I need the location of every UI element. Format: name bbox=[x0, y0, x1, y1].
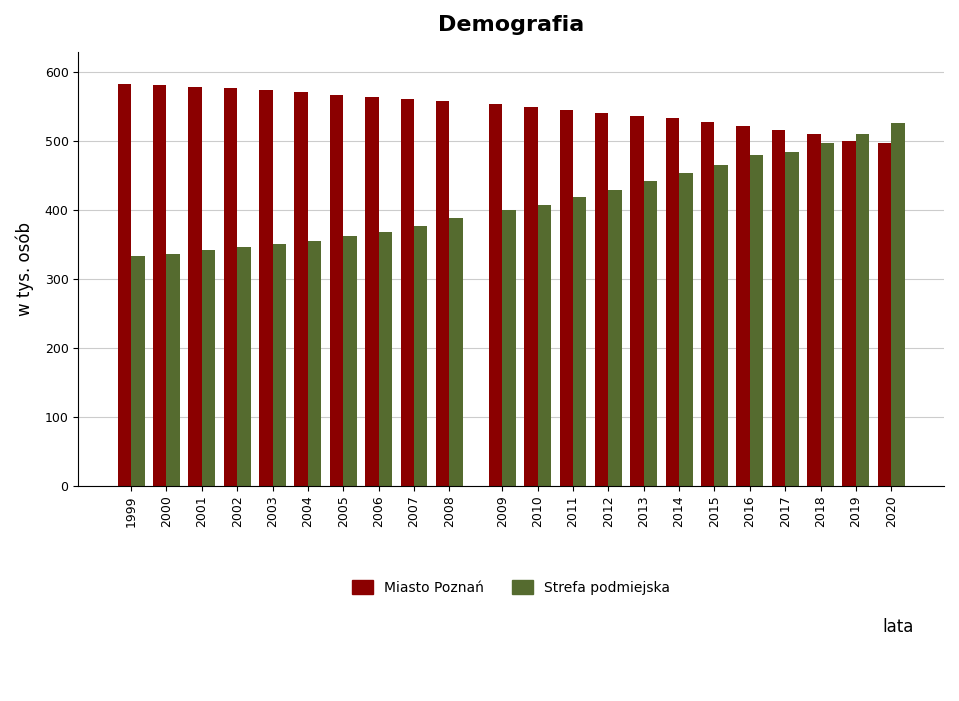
Bar bbox=[167, 254, 180, 486]
Bar bbox=[365, 97, 379, 486]
Bar bbox=[821, 144, 834, 486]
Bar bbox=[503, 210, 516, 486]
Bar bbox=[188, 87, 201, 486]
Bar bbox=[308, 240, 321, 486]
Bar bbox=[595, 113, 608, 486]
Bar bbox=[630, 116, 643, 486]
Bar bbox=[750, 155, 763, 486]
Bar bbox=[153, 85, 167, 486]
Y-axis label: w tys. osób: w tys. osób bbox=[15, 222, 34, 315]
Text: lata: lata bbox=[882, 618, 914, 637]
Bar bbox=[259, 90, 272, 486]
Bar bbox=[666, 118, 679, 486]
Bar bbox=[223, 88, 237, 486]
Bar bbox=[343, 236, 357, 486]
Bar bbox=[118, 84, 131, 486]
Bar bbox=[573, 197, 587, 486]
Bar bbox=[401, 100, 414, 486]
Bar bbox=[701, 122, 714, 486]
Bar bbox=[877, 143, 891, 486]
Bar bbox=[330, 95, 343, 486]
Bar bbox=[608, 189, 621, 486]
Legend: Miasto Poznań, Strefa podmiejska: Miasto Poznań, Strefa podmiejska bbox=[347, 574, 675, 600]
Title: Demografia: Demografia bbox=[438, 15, 584, 35]
Bar bbox=[785, 152, 799, 486]
Bar bbox=[201, 250, 215, 486]
Bar bbox=[772, 130, 785, 486]
Bar bbox=[714, 165, 728, 486]
Bar bbox=[131, 257, 145, 486]
Bar bbox=[237, 247, 250, 486]
Bar bbox=[737, 126, 750, 486]
Bar bbox=[294, 93, 308, 486]
Bar bbox=[435, 102, 450, 486]
Bar bbox=[272, 244, 286, 486]
Bar bbox=[891, 123, 904, 486]
Bar bbox=[679, 173, 692, 486]
Bar bbox=[560, 109, 573, 486]
Bar bbox=[855, 134, 869, 486]
Bar bbox=[525, 107, 538, 486]
Bar bbox=[807, 134, 821, 486]
Bar bbox=[643, 182, 657, 486]
Bar bbox=[414, 226, 428, 486]
Bar bbox=[379, 231, 392, 486]
Bar bbox=[489, 104, 503, 486]
Bar bbox=[842, 141, 855, 486]
Bar bbox=[450, 218, 463, 486]
Bar bbox=[538, 205, 551, 486]
